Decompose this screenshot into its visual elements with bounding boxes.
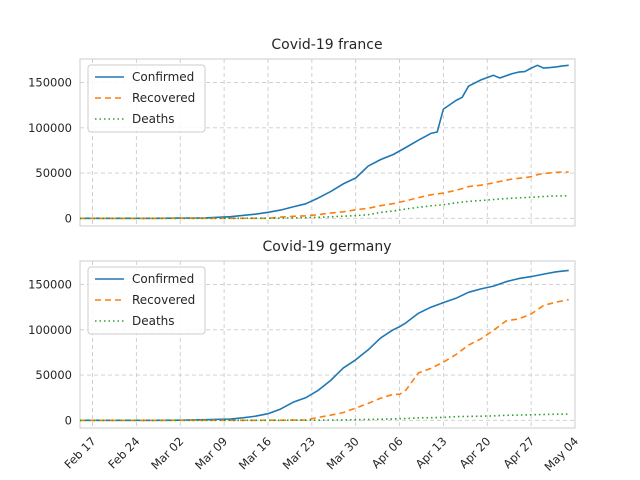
legend-label: Deaths (132, 314, 175, 328)
series-line-recovered (80, 298, 569, 422)
axes-frame (79, 260, 576, 429)
y-tick-label: 100000 (28, 121, 72, 135)
legend-label: Confirmed (132, 70, 194, 84)
x-tick-label: Feb 17 (61, 434, 98, 471)
legend-box (87, 266, 206, 335)
x-tick-label: Apr 27 (500, 434, 537, 471)
gridlines (80, 59, 576, 226)
y-tick-label: 150000 (28, 278, 72, 292)
chart-title: Covid-19 france (271, 37, 382, 53)
x-tick-label: Mar 16 (236, 434, 274, 472)
x-tick-label: Mar 23 (280, 434, 318, 472)
series-line-deaths (80, 413, 569, 422)
gridlines (80, 261, 576, 428)
series-line-confirmed (80, 64, 569, 220)
legend-label: Recovered (132, 293, 195, 307)
y-tick-label: 0 (65, 413, 72, 427)
legend-box (87, 64, 206, 133)
axes-frame (79, 58, 576, 227)
x-tick-label: Mar 02 (148, 434, 186, 472)
x-tick-label: May 04 (541, 434, 581, 474)
x-tick-label: Apr 20 (456, 434, 493, 471)
x-tick-label: Apr 06 (369, 434, 406, 471)
france-subplot: Covid-19 france 0 50000 100000 150000 Confir… (28, 37, 576, 227)
x-tick-label: Mar 09 (192, 434, 230, 472)
series-line-confirmed (80, 269, 569, 422)
legend-label: Deaths (132, 112, 175, 126)
x-tick-label: Mar 30 (324, 434, 362, 472)
y-tick-label: 0 (65, 211, 72, 225)
y-tick-label: 150000 (28, 76, 72, 90)
series-line-deaths (80, 195, 569, 220)
x-tick-label: Feb 24 (105, 434, 142, 471)
legend: Confirmed Recovered Deaths (87, 266, 206, 335)
y-tick-label: 100000 (28, 323, 72, 337)
legend: Confirmed Recovered Deaths (87, 64, 206, 133)
y-tick-label: 50000 (35, 368, 72, 382)
x-tick-label: Apr 13 (413, 434, 450, 471)
y-tick-label: 50000 (35, 166, 72, 180)
legend-label: Confirmed (132, 272, 194, 286)
germany-subplot: Covid-19 germany 0 50000 100000 150000 Confi… (28, 239, 581, 474)
legend-label: Recovered (132, 91, 195, 105)
chart-title: Covid-19 germany (262, 239, 391, 255)
